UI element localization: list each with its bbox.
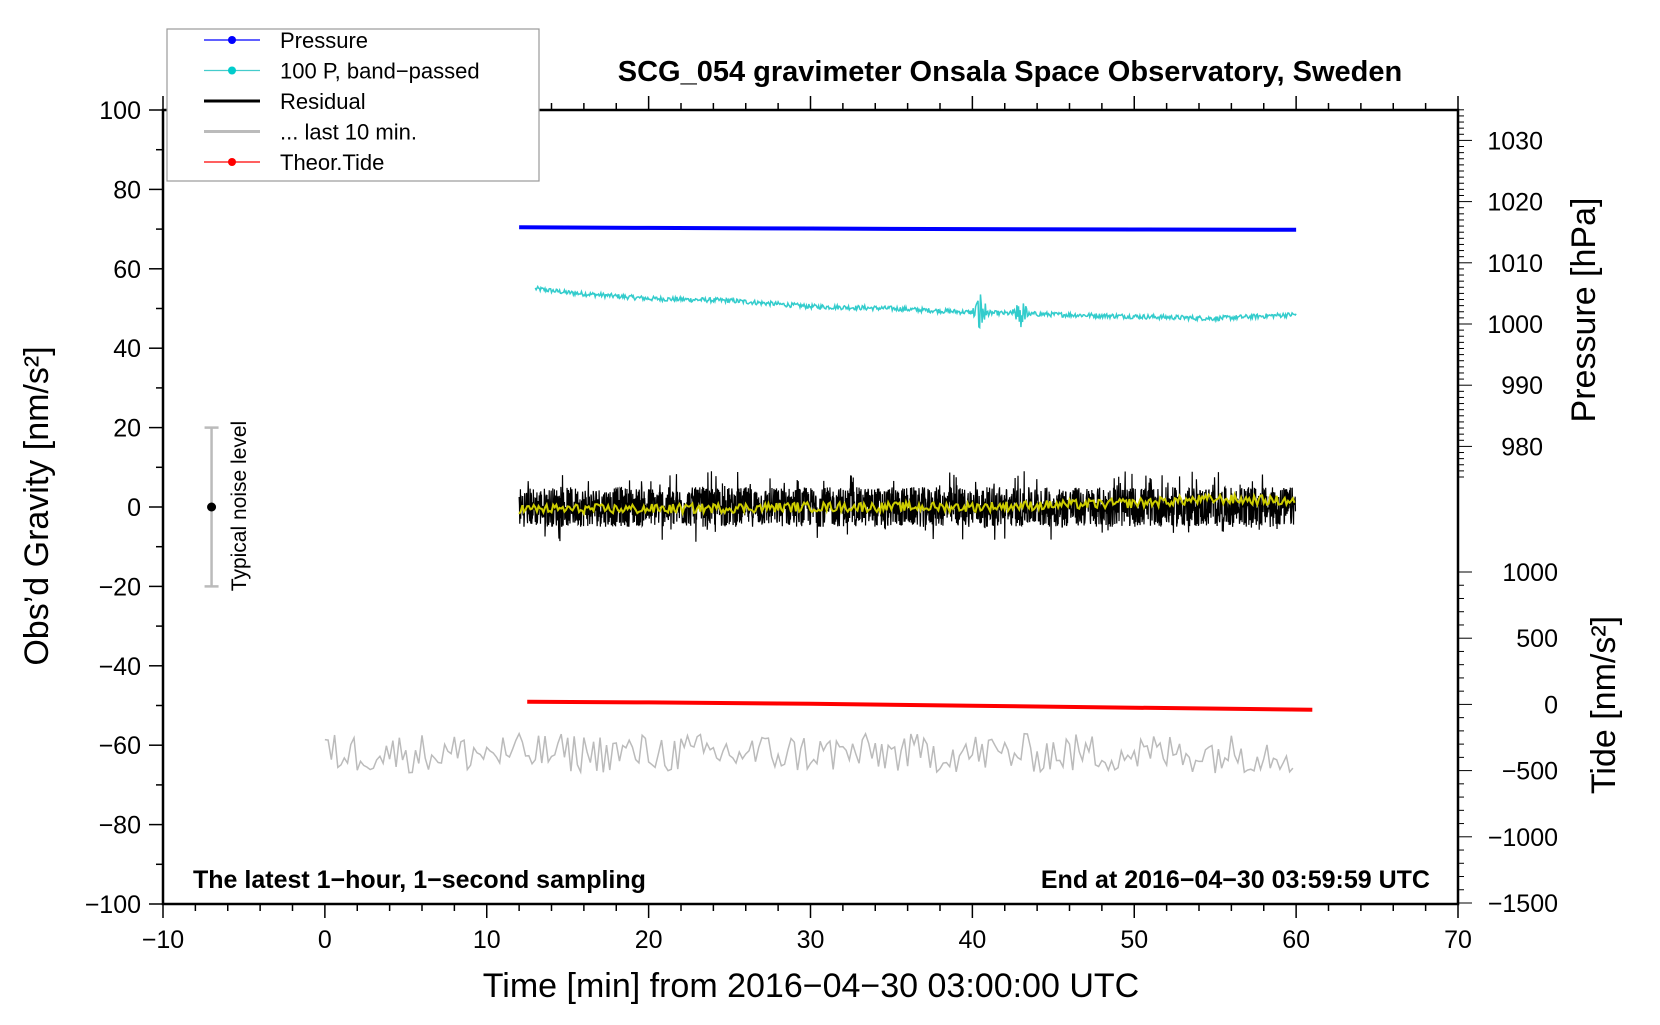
- noise-bar-center: [207, 502, 217, 512]
- series-pressure: [519, 225, 1297, 232]
- chart-title: SCG_054 gravimeter Onsala Space Observat…: [618, 56, 1402, 88]
- x-tick-label: 10: [473, 926, 501, 954]
- pressure-axis-title: Pressure [hPa]: [1565, 198, 1603, 423]
- y-tick-label: −40: [99, 653, 141, 681]
- legend-marker: [228, 36, 236, 44]
- series--last-10-min-: [324, 731, 1294, 775]
- legend-box: [166, 28, 540, 182]
- x-tick-label: 40: [958, 926, 986, 954]
- x-tick-label: −10: [142, 926, 184, 954]
- pressure-tick-label: 1000: [1487, 311, 1543, 339]
- series-theor-tide: [527, 699, 1313, 712]
- x-tick-label: 60: [1282, 926, 1310, 954]
- tide-tick-label: 500: [1516, 625, 1558, 653]
- y-tick-label: −100: [85, 891, 141, 919]
- tide-tick-label: −500: [1502, 758, 1558, 786]
- legend-label: ... last 10 min.: [280, 120, 417, 145]
- x-tick-label: 20: [635, 926, 663, 954]
- annotation-bottom-right: End at 2016−04−30 03:59:59 UTC: [1041, 866, 1430, 894]
- legend-marker: [228, 158, 236, 166]
- tide-tick-label: −1500: [1488, 890, 1558, 918]
- legend-label: 100 P, band−passed: [280, 59, 480, 84]
- series-residual-smoothed: [518, 490, 1296, 517]
- y-tick-label: 20: [113, 415, 141, 443]
- x-axis-title: Time [min] from 2016−04−30 03:00:00 UTC: [483, 967, 1139, 1005]
- y-tick-label: 100: [99, 97, 141, 125]
- pressure-tick-label: 1030: [1487, 127, 1543, 155]
- legend-label: Theor.Tide: [280, 150, 384, 175]
- y-tick-label: −60: [99, 732, 141, 760]
- annotation-bottom-left: The latest 1−hour, 1−second sampling: [193, 866, 646, 894]
- pressure-tick-label: 1010: [1487, 250, 1543, 278]
- legend-marker: [228, 66, 236, 75]
- legend-label: Pressure: [280, 28, 368, 53]
- tide-tick-label: 0: [1544, 691, 1558, 719]
- y-tick-label: 0: [127, 494, 141, 522]
- pressure-tick-label: 1020: [1487, 189, 1543, 217]
- series-residual: [518, 471, 1297, 542]
- y-tick-label: 40: [113, 335, 141, 363]
- tide-tick-label: −1000: [1488, 824, 1558, 852]
- x-tick-label: 0: [318, 926, 332, 954]
- y-axis-title: Obs’d Gravity [nm/s²]: [18, 346, 56, 665]
- y-tick-label: 60: [113, 256, 141, 284]
- x-tick-label: 30: [797, 926, 825, 954]
- legend: Pressure 100 P, band−passed Residual ... la…: [166, 28, 540, 182]
- tide-tick-label: 1000: [1502, 559, 1558, 587]
- tide-axis-title: Tide [nm/s²]: [1585, 616, 1623, 794]
- pressure-tick-label: 990: [1501, 372, 1543, 400]
- series-100-p-band-passed: [534, 284, 1297, 330]
- y-tick-label: −80: [99, 812, 141, 840]
- legend-label: Residual: [280, 89, 366, 114]
- x-tick-label: 50: [1120, 926, 1148, 954]
- y-tick-label: −20: [99, 573, 141, 601]
- y-tick-label: 80: [113, 176, 141, 204]
- pressure-tick-label: 980: [1501, 433, 1543, 461]
- noise-level-label: Typical noise level: [228, 421, 251, 591]
- x-tick-label: 70: [1444, 926, 1472, 954]
